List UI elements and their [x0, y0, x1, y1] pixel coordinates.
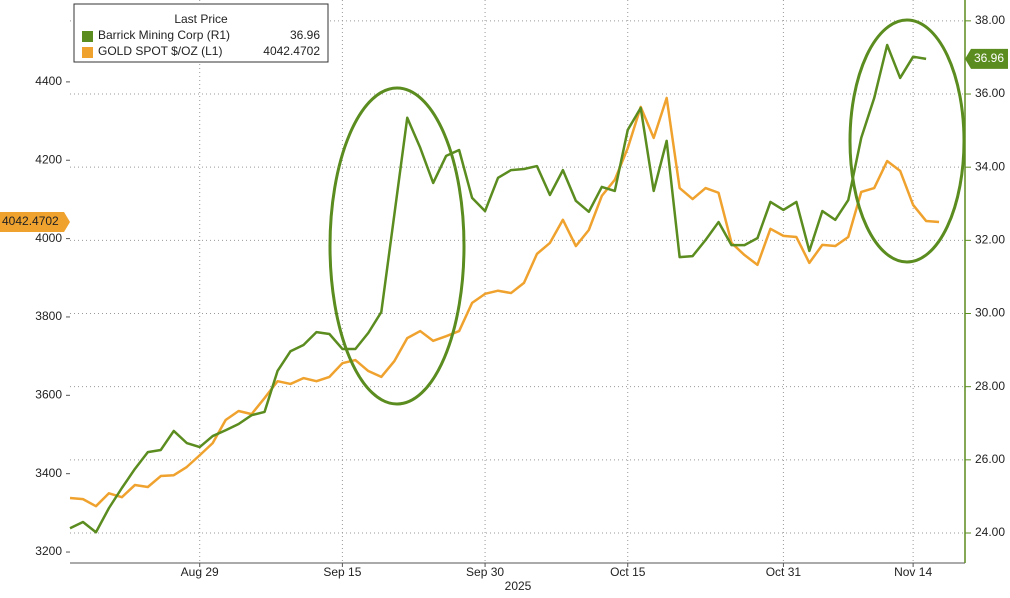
x-tick-label: Oct 31 — [766, 565, 802, 579]
y2-tick-label: 34.00 — [975, 159, 1005, 173]
series-line — [69, 43, 927, 534]
y2-tick-label: 32.00 — [975, 233, 1005, 247]
legend-swatch — [82, 31, 93, 42]
y2-tick-label: 24.00 — [975, 525, 1005, 539]
y2-tick-label: 26.00 — [975, 452, 1005, 466]
legend-label: Barrick Mining Corp (R1) — [98, 28, 230, 42]
legend-swatch — [82, 47, 93, 58]
x-axis-label: 2025 — [505, 579, 532, 593]
y-tick-label: 3400 — [35, 466, 62, 480]
legend-title: Last Price — [174, 12, 228, 26]
axes: 3200 3400 3600 3800 4000 4200 4400 24.00 26.00 28… — [35, 13, 1005, 579]
y-tick-label: 3200 — [35, 544, 62, 558]
y2-tick-label: 28.00 — [975, 379, 1005, 393]
x-tick-label: Sep 30 — [466, 565, 504, 579]
last-value-label: 4042.4702 — [2, 214, 59, 228]
plot-lines — [69, 43, 940, 534]
x-tick-label: Oct 15 — [610, 565, 646, 579]
y2-tick-label: 30.00 — [975, 306, 1005, 320]
series-line — [69, 96, 940, 508]
y-tick-label: 3600 — [35, 387, 62, 401]
y-tick-label: 3800 — [35, 309, 62, 323]
highlight-ellipse — [328, 86, 466, 406]
y2-tick-label: 38.00 — [975, 13, 1005, 27]
highlight-ellipse — [848, 18, 966, 264]
y-tick-label: 4200 — [35, 152, 62, 166]
last-value-tag — [0, 211, 70, 232]
legend-label: GOLD SPOT $/OZ (L1) — [98, 44, 222, 58]
y-tick-label: 4400 — [35, 74, 62, 88]
legend-box — [73, 3, 329, 63]
value-tags: 36.96 4042.4702 — [0, 48, 1008, 232]
legend-value: 4042.4702 — [263, 44, 320, 58]
last-value-tag — [965, 48, 1008, 69]
legend: Last Price Barrick Mining Corp (R1) 36.96… — [73, 3, 329, 63]
y2-tick-label: 36.00 — [975, 86, 1005, 100]
x-tick-label: Sep 15 — [323, 565, 361, 579]
x-tick-label: Nov 14 — [894, 565, 932, 579]
y-tick-label: 4000 — [35, 231, 62, 245]
last-value-label: 36.96 — [974, 51, 1004, 65]
legend-value: 36.96 — [290, 28, 320, 42]
x-tick-label: Aug 29 — [181, 565, 219, 579]
